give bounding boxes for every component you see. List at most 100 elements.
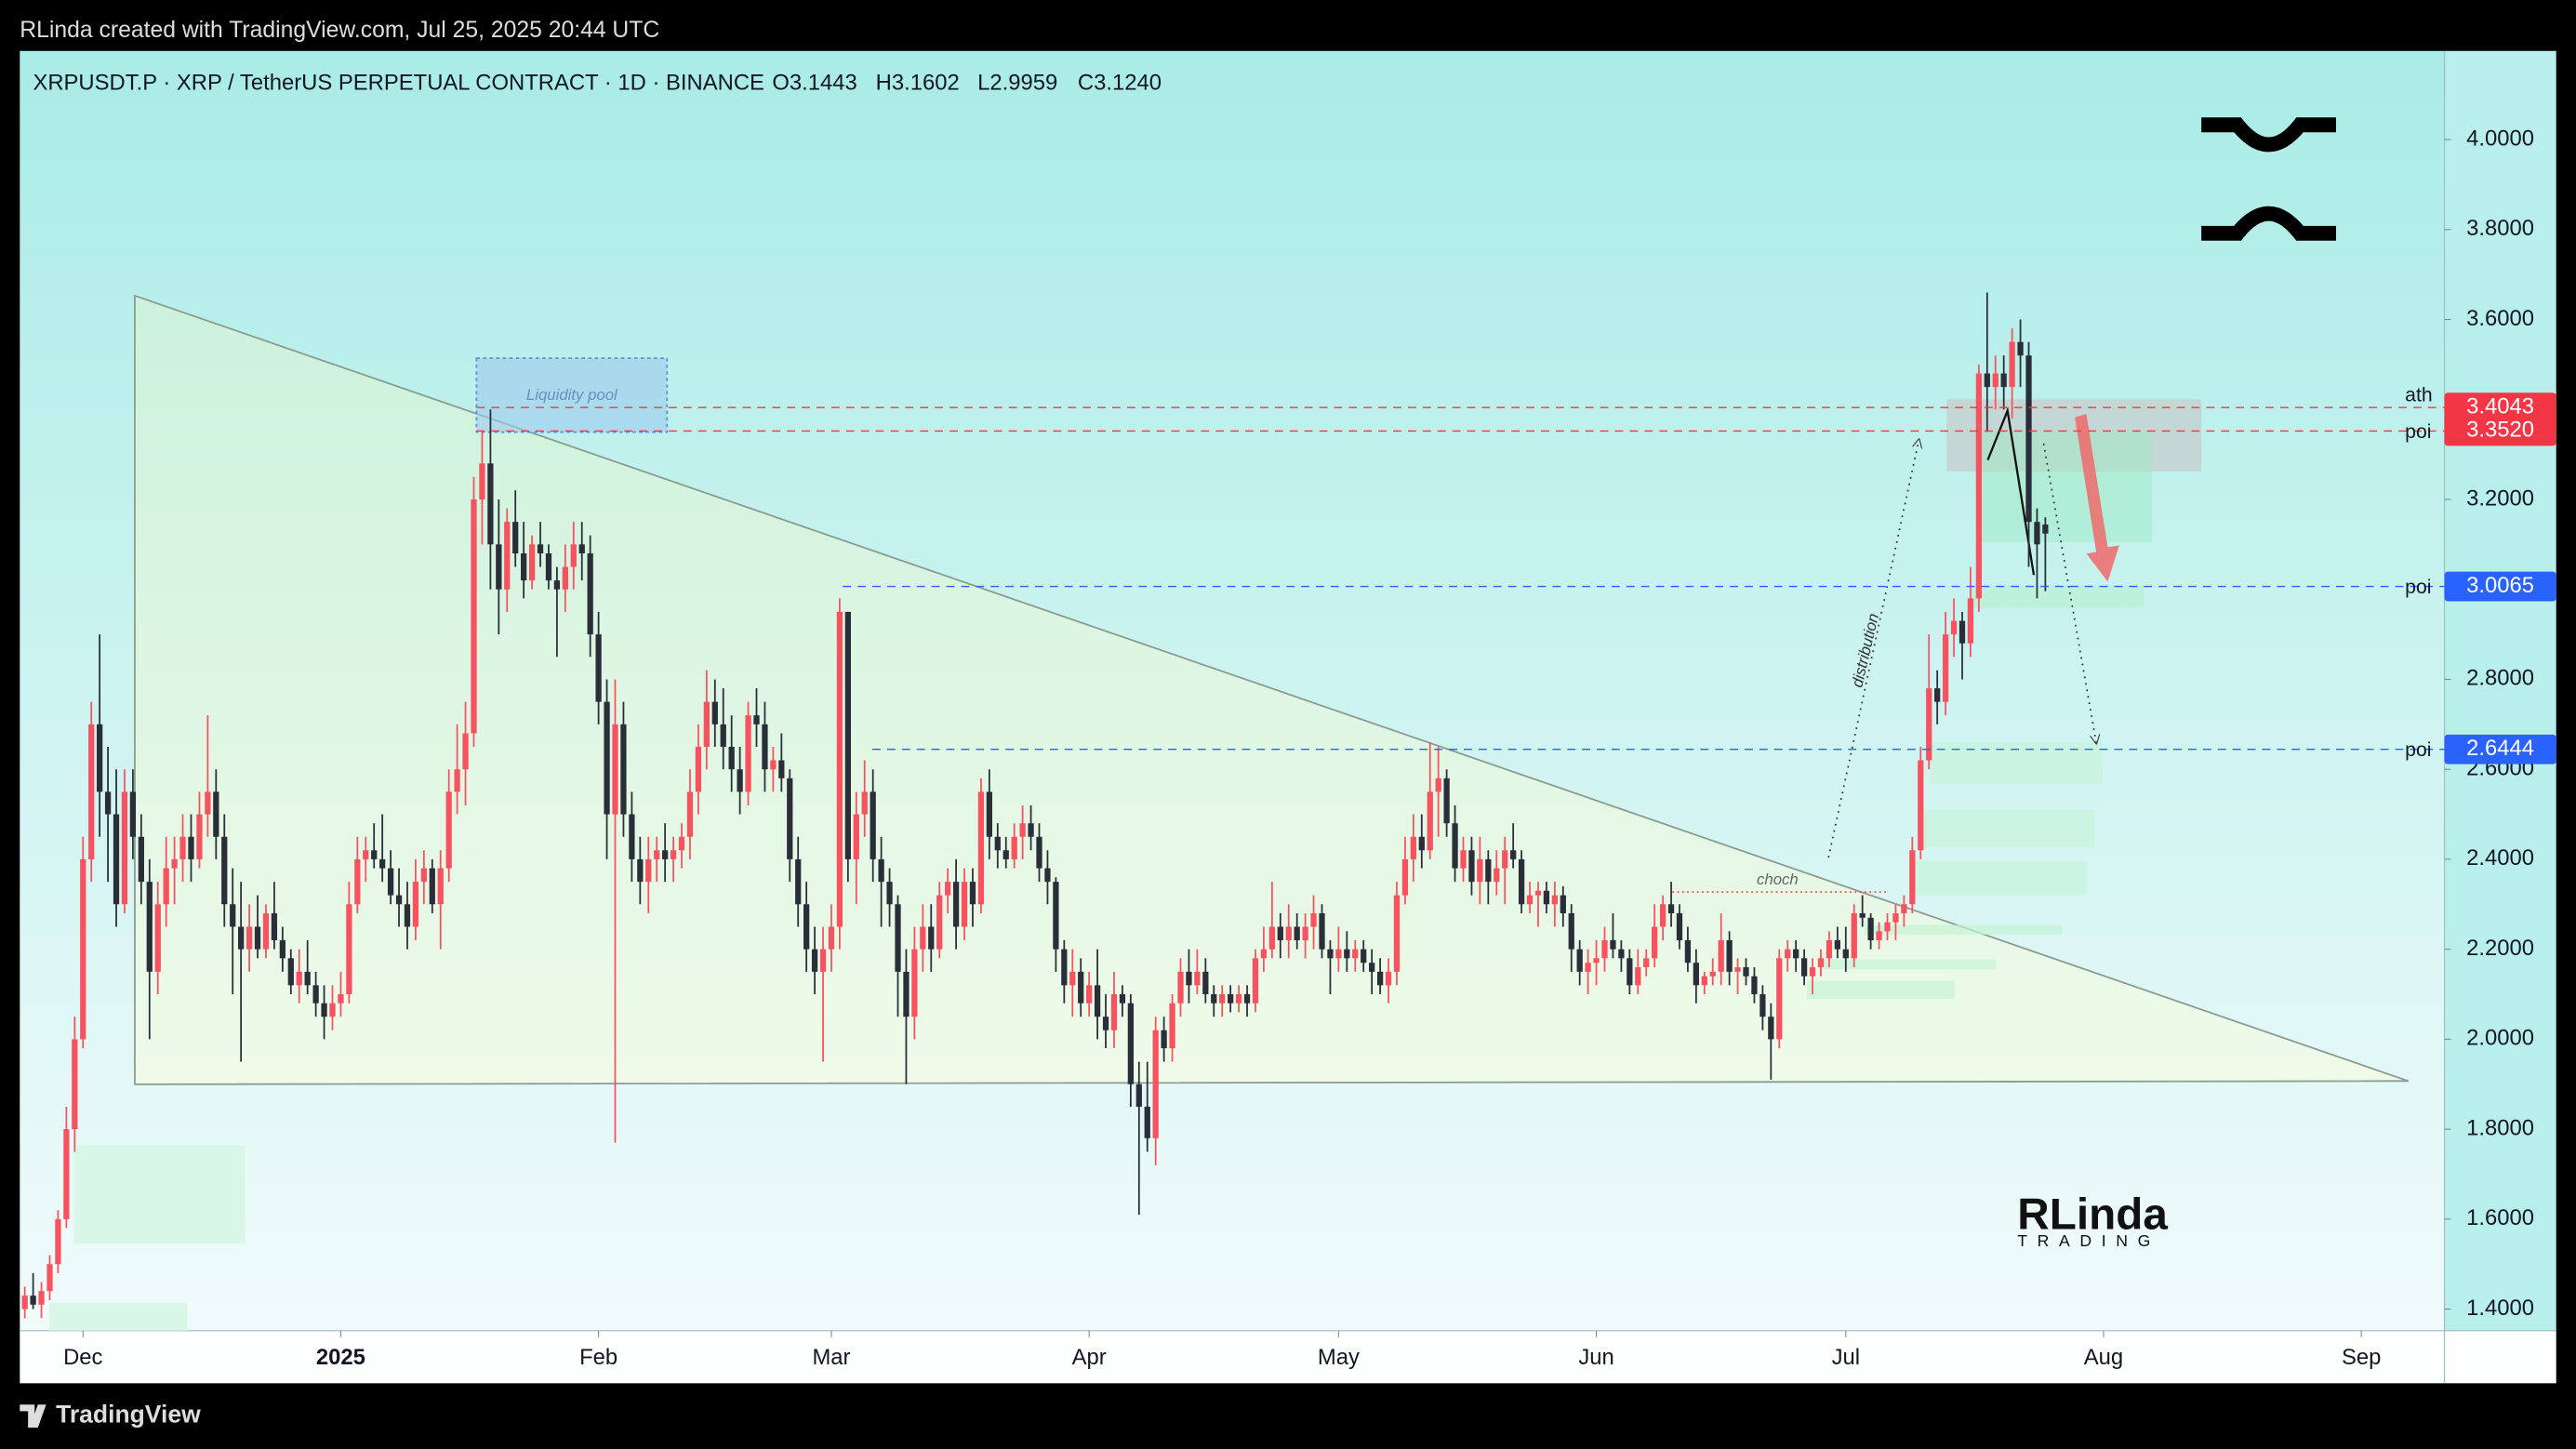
candle-body xyxy=(346,904,352,995)
candle-body xyxy=(404,904,411,927)
candle-body xyxy=(230,904,236,927)
candle-body xyxy=(63,1129,70,1219)
candle-body xyxy=(129,791,137,837)
x-tick-label: 2025 xyxy=(316,1345,365,1370)
candle-body xyxy=(1086,985,1093,1004)
candle-body xyxy=(321,1003,327,1017)
candle-body xyxy=(221,836,228,905)
candle-body xyxy=(1385,971,1392,986)
candle-body xyxy=(1701,976,1707,986)
candle-body xyxy=(1959,620,1966,644)
candle-body xyxy=(420,868,427,883)
candle-body xyxy=(1177,971,1184,1004)
legend-open: O3.1443 xyxy=(772,70,856,95)
candle-body xyxy=(80,858,86,1040)
candle-body xyxy=(1610,939,1616,950)
green-zone xyxy=(1921,809,2095,848)
candle-body xyxy=(1842,949,1849,959)
candle-body xyxy=(287,958,294,986)
candle-body xyxy=(1235,994,1242,1004)
candle-body xyxy=(1202,971,1209,995)
candle-body xyxy=(737,769,743,792)
candle-body xyxy=(711,701,718,724)
candle-body xyxy=(1800,958,1808,977)
candle-body xyxy=(1942,634,1949,702)
candle-body xyxy=(1709,971,1716,977)
candle-body xyxy=(213,791,219,837)
candle-body xyxy=(1834,939,1840,950)
candle-body xyxy=(471,499,477,734)
candle-body xyxy=(1551,895,1558,905)
green-zone xyxy=(73,1145,246,1244)
candle-body xyxy=(762,724,768,770)
y-tick-label: 1.8000 xyxy=(2466,1115,2534,1140)
candle-body xyxy=(1718,939,1724,972)
candle-body xyxy=(97,724,103,792)
candle-body xyxy=(1684,939,1692,964)
candle-body xyxy=(1785,949,1791,959)
candle-body xyxy=(844,611,851,859)
green-zone xyxy=(1823,959,1997,970)
candle-body xyxy=(1294,926,1300,940)
candle-body xyxy=(1643,958,1650,968)
candle-body xyxy=(1094,985,1101,1017)
candle-body xyxy=(496,544,502,590)
candle-body xyxy=(803,904,810,950)
candle-body xyxy=(878,858,884,883)
candle-body xyxy=(1851,912,1857,959)
candle-body xyxy=(553,580,561,590)
candle-body xyxy=(1926,688,1932,761)
candle-body xyxy=(1135,1083,1142,1107)
green-zone xyxy=(1914,860,2087,896)
green-zone xyxy=(1865,924,2062,936)
candle-body xyxy=(1344,949,1350,959)
candle-body xyxy=(828,926,835,950)
candle-body xyxy=(504,522,511,590)
candle-body xyxy=(595,634,602,702)
candle-body xyxy=(1975,373,1982,599)
candle-body xyxy=(1867,917,1874,940)
candle-body xyxy=(1859,912,1866,918)
projection-arrow xyxy=(2042,443,2097,742)
y-tick-label: 2.4000 xyxy=(2466,845,2534,871)
candle-body xyxy=(1618,949,1625,959)
candle-body xyxy=(329,1003,336,1017)
candle-body xyxy=(1194,971,1201,986)
candle-body xyxy=(861,791,868,815)
candle-body xyxy=(1211,994,1217,1004)
candle-body xyxy=(1252,958,1259,1004)
candle-body xyxy=(1759,994,1766,1017)
green-zone xyxy=(1979,430,2153,542)
candle-body xyxy=(952,882,960,927)
legend-low: L2.9959 xyxy=(977,70,1057,95)
candle-body xyxy=(1427,791,1433,851)
candle-body xyxy=(1568,912,1574,950)
candle-body xyxy=(304,971,311,986)
candle-body xyxy=(1418,836,1425,851)
candle-body xyxy=(55,1218,61,1265)
candle-body xyxy=(138,836,144,883)
candle-body xyxy=(1069,971,1076,986)
candle-body xyxy=(945,882,951,896)
candle-body xyxy=(1327,949,1334,959)
candle-body xyxy=(620,724,627,815)
green-zone xyxy=(1971,584,2144,608)
candle-body xyxy=(1892,912,1899,923)
candle-body xyxy=(629,814,635,859)
candle-body xyxy=(2009,341,2015,388)
x-tick-label: Dec xyxy=(63,1345,102,1370)
candle-body xyxy=(604,701,610,815)
legend-close: C3.1240 xyxy=(1078,70,1162,95)
candle-body xyxy=(1826,939,1833,959)
candle-body xyxy=(853,814,859,859)
candle-body xyxy=(645,858,652,883)
candle-body xyxy=(146,882,153,972)
candle-body xyxy=(1361,949,1367,964)
candle-body xyxy=(1260,949,1268,959)
candle-body xyxy=(795,858,802,905)
candle-body xyxy=(961,882,968,927)
candle-body xyxy=(121,791,128,905)
y-tick-label: 3.6000 xyxy=(2466,306,2534,331)
